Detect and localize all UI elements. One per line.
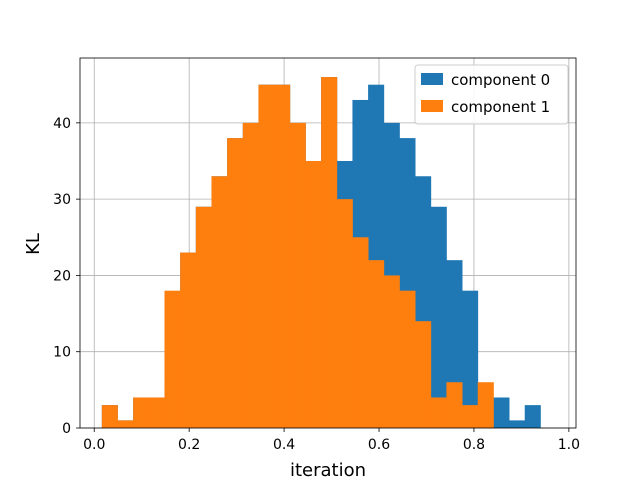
bar-component-0: [524, 405, 541, 428]
bar-component-0: [462, 290, 479, 428]
bar-component-1: [242, 122, 259, 428]
x-tick-label: 0.2: [178, 437, 200, 453]
bar-component-0: [509, 420, 526, 428]
legend-label-component-0: component 0: [451, 71, 550, 89]
legend-label-component-1: component 1: [451, 98, 550, 116]
legend-box: [414, 64, 569, 125]
bar-component-1: [462, 405, 479, 428]
bar-component-1: [321, 77, 338, 428]
bar-component-1: [352, 237, 369, 428]
bar-component-1: [274, 84, 291, 428]
bar-component-1: [164, 290, 181, 428]
x-tick-label: 0.8: [463, 437, 485, 453]
legend-swatch-component-0: [421, 73, 443, 85]
y-axis-label: KL: [23, 233, 44, 255]
x-tick-label: 1.0: [558, 437, 580, 453]
bars-component-1: [101, 77, 494, 428]
bar-component-1: [430, 397, 447, 428]
y-tick-label: 20: [53, 268, 71, 284]
bar-component-1: [227, 138, 244, 428]
bar-component-1: [368, 260, 385, 428]
bar-component-0: [430, 206, 447, 428]
bar-component-1: [477, 382, 494, 428]
bar-component-1: [101, 405, 118, 428]
bar-component-1: [446, 382, 463, 428]
bar-component-1: [258, 84, 275, 428]
x-tick-label: 0.4: [273, 437, 295, 453]
x-axis-label: iteration: [290, 460, 366, 480]
bar-component-1: [148, 397, 165, 428]
legend: component 0 component 1: [414, 64, 569, 125]
bar-component-1: [399, 290, 416, 428]
bar-component-0: [493, 397, 510, 428]
bar-component-1: [305, 160, 322, 428]
bar-component-1: [415, 321, 432, 428]
bar-component-1: [336, 199, 353, 428]
legend-swatch-component-1: [421, 100, 443, 112]
y-tick-label: 30: [53, 192, 71, 208]
bar-component-1: [383, 275, 400, 428]
x-axis-ticks: 0.0 0.2 0.4 0.6 0.8 1.0: [83, 428, 580, 453]
plot-frame: [79, 57, 577, 429]
y-axis-ticks: 0 10 20 30 40: [53, 116, 80, 437]
y-tick-label: 0: [62, 421, 71, 437]
x-tick-label: 0.0: [83, 437, 105, 453]
x-tick-label: 0.6: [368, 437, 390, 453]
y-tick-label: 40: [53, 116, 71, 132]
bar-component-1: [211, 176, 228, 428]
bar-component-1: [180, 252, 197, 428]
bar-component-1: [289, 122, 306, 428]
y-tick-label: 10: [53, 345, 71, 361]
bar-component-1: [117, 420, 134, 428]
bar-component-1: [133, 397, 150, 428]
bar-component-1: [195, 206, 212, 428]
